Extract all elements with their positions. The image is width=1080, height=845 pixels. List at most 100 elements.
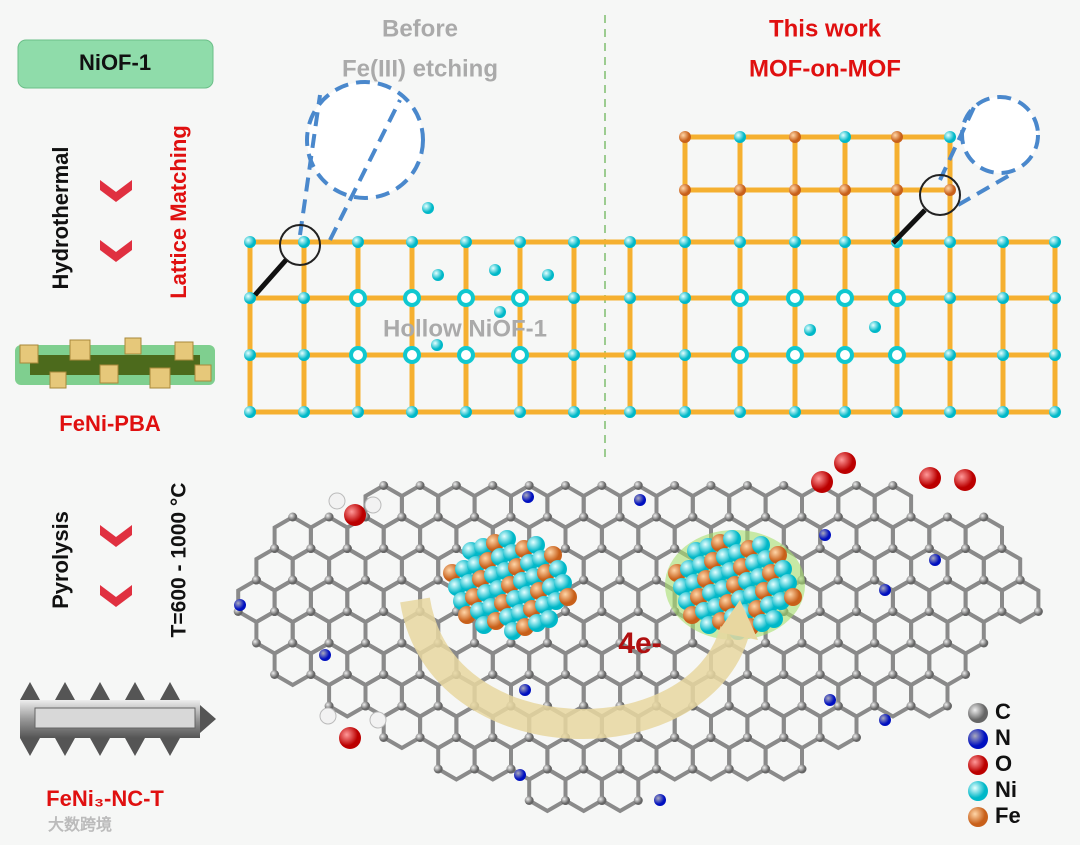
np-atom — [554, 574, 572, 592]
ni-node — [679, 406, 691, 418]
legend-label: Fe — [995, 803, 1021, 828]
work-title: This work — [769, 15, 882, 42]
free-ni — [494, 306, 506, 318]
carbon — [597, 544, 607, 553]
carbon — [742, 670, 752, 679]
carbon — [415, 481, 425, 490]
carbon — [870, 575, 880, 585]
carbon — [524, 670, 534, 679]
ni-node — [839, 236, 851, 248]
carbon — [742, 733, 752, 742]
carbon — [433, 764, 443, 774]
carbon — [924, 544, 934, 553]
ni-node — [944, 292, 956, 304]
hollow-node — [836, 289, 854, 307]
carbon — [361, 701, 370, 711]
np-atom — [527, 536, 545, 554]
carbon — [379, 733, 389, 742]
ni-node — [352, 406, 364, 418]
carbon — [797, 638, 807, 648]
carbon — [852, 607, 861, 616]
carbon — [761, 701, 771, 711]
carbon — [633, 670, 643, 679]
carbon — [270, 607, 280, 616]
o2-atom — [811, 471, 833, 493]
carbon — [633, 544, 643, 553]
hollow-node — [888, 346, 906, 364]
o2-atom — [919, 467, 941, 489]
carbon — [906, 701, 916, 711]
ni-node — [624, 236, 636, 248]
hollow-node — [511, 346, 529, 364]
legend-swatch — [968, 807, 988, 827]
zoom-lines — [938, 104, 1011, 207]
carbon — [815, 670, 825, 679]
ni-node — [789, 236, 801, 248]
legend-label: Ni — [995, 777, 1017, 802]
carbon — [397, 575, 407, 585]
carbon — [615, 764, 625, 774]
pba-cubes — [19, 337, 212, 389]
nitrogen — [522, 491, 534, 503]
ni-node — [997, 406, 1009, 418]
nitrogen — [519, 684, 531, 696]
carbon — [288, 575, 298, 585]
zoom-lines — [298, 94, 402, 241]
carbon — [324, 575, 334, 585]
carbon — [961, 544, 971, 553]
carbon — [797, 764, 807, 774]
ni-node — [839, 406, 851, 418]
fe-node — [891, 184, 903, 196]
carbon — [797, 701, 807, 711]
h-atom — [319, 707, 337, 725]
np-atom — [779, 574, 797, 592]
legend-label: C — [995, 699, 1011, 724]
hexagon — [599, 766, 641, 814]
step-note: Lattice Matching — [166, 125, 191, 299]
ni-node — [460, 236, 472, 248]
carbon — [961, 670, 971, 679]
lattice — [244, 101, 1061, 418]
ni-node — [944, 131, 956, 143]
carbon — [688, 512, 698, 522]
ni-node — [997, 349, 1009, 361]
carbon — [579, 701, 589, 711]
ni-node — [1049, 236, 1061, 248]
carbon — [652, 638, 661, 648]
ni-node — [406, 236, 418, 248]
carbon — [633, 796, 643, 805]
carbon — [888, 607, 898, 616]
ni-node — [997, 292, 1009, 304]
carbon — [288, 638, 298, 648]
legend-swatch — [968, 729, 988, 749]
ni-node — [244, 236, 256, 248]
before-title: Before — [382, 15, 458, 42]
carbon — [470, 764, 480, 774]
hollow-node — [349, 346, 367, 364]
carbon — [579, 512, 589, 522]
ni-node — [514, 236, 526, 248]
ni-node — [244, 406, 256, 418]
carbon — [1015, 575, 1025, 585]
fe-node — [891, 131, 903, 143]
fe-node — [679, 131, 691, 143]
carbon — [924, 670, 934, 679]
ni-node — [568, 406, 580, 418]
carbon — [397, 701, 407, 711]
ni-node — [734, 406, 746, 418]
carbon — [306, 670, 316, 679]
carbon — [415, 670, 425, 679]
carbon — [506, 638, 516, 648]
carbon — [488, 670, 498, 679]
carbon — [579, 638, 589, 648]
labels: NiOF-1 Hydrothermal Lattice Matching FeN… — [46, 15, 901, 834]
np-atom — [723, 530, 741, 548]
ni-node — [624, 292, 636, 304]
handle — [891, 208, 927, 245]
ni-node — [568, 349, 580, 361]
hexagon — [1000, 577, 1041, 625]
carbon — [979, 512, 989, 522]
carbon — [779, 670, 789, 679]
